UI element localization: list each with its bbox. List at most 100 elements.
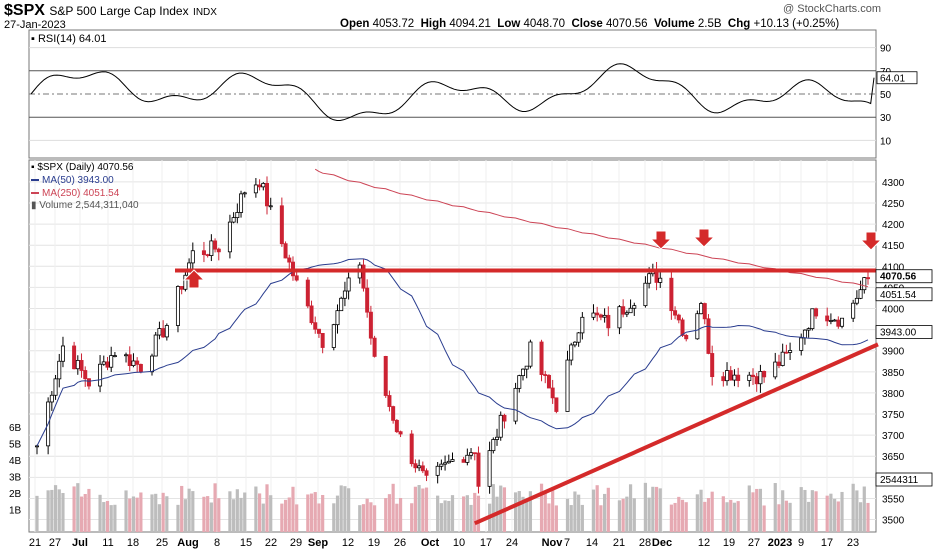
x-label-3: 11 [102,537,113,549]
candle-body [673,310,678,316]
volume-tick-6B: 6B [9,423,22,434]
volume-bar [699,489,703,532]
symbol-title: $SPX S&P 500 Large Cap Index INDX [4,2,217,20]
volume-bar [706,498,711,532]
candle-body [524,365,529,370]
candle-body [758,371,763,385]
price-tick-3750: 3750 [882,410,905,421]
candle-body [101,361,106,365]
rsi-tick-90: 90 [880,44,892,55]
candle-body [554,397,559,412]
high-label: High [420,18,447,30]
candle-body [49,394,54,403]
volume-bar [469,504,473,532]
candle-body [773,361,778,378]
volume-bar [443,500,447,532]
candle-body [372,337,377,357]
volume-bar [521,496,525,532]
volume-bar [417,485,421,532]
candle-body [342,290,347,299]
candle-body [802,329,807,339]
x-label-6: Aug [177,537,198,549]
rsi-badge: 64.01 [880,74,905,85]
candle-body [598,314,603,318]
volume-bar [391,483,395,532]
volume-bar [421,488,425,532]
volume-bar [395,503,399,532]
candle-body [424,470,429,476]
volume-bar [773,483,777,532]
candle-body [124,354,129,357]
volume-bar [762,505,766,532]
chg-value: +10.13 (+0.25%) [753,18,840,30]
volume-bar [866,502,870,532]
candle-body [576,332,581,343]
x-label-4: 18 [127,537,139,549]
arrow-up-aug [182,269,206,289]
candle-body [865,277,871,280]
candle-body [695,313,700,340]
x-label-2: Jul [72,537,88,549]
volume-bar [139,492,143,532]
legend-ma250-text: MA(250) 4051.54 [42,188,120,199]
candle-body [346,277,351,292]
volume-bar [79,496,84,532]
candle-body [242,192,247,195]
candle-body [190,250,195,264]
candle-body [858,289,863,299]
candle-body [231,217,236,223]
x-label-1: 27 [49,537,61,549]
candle-body [439,463,444,467]
candle-body [706,318,711,354]
legend-ma50: MA(50) 3943.00 [31,175,114,186]
candle-body [265,183,270,207]
volume-bar [321,495,325,532]
volume-bar [128,498,132,532]
volume-bar [209,502,213,532]
legend-price-text: $SPX (Daily) 4070.56 [37,162,134,173]
price-tick-4100: 4100 [882,262,905,273]
volume-bar [840,491,844,532]
close-value: 4070.56 [606,18,648,30]
ma250-badge-box [875,287,933,302]
candle-body [320,333,325,348]
volume-bar [784,500,788,532]
volume-bar [747,485,751,532]
candle-body [86,378,91,387]
volume-bar [577,494,581,532]
volume-bar [124,490,128,532]
candle-body [546,374,551,389]
volume-bar [855,490,859,532]
volume-bar [565,498,570,532]
volume-bar [595,485,599,532]
x-label-11: Sep [308,537,328,549]
volume-bar [183,499,187,532]
volume-bar [862,486,866,532]
candle-body [617,306,622,329]
rsi-tick-10: 10 [880,136,892,147]
legend-volume: ▮ Volume 2,544,311,040 [31,200,139,211]
volume-bar [439,503,443,532]
candle-body [502,414,507,422]
candle-body [806,328,811,331]
candle-body [57,360,62,380]
volume-bar [751,492,755,532]
candle-body [825,315,830,322]
candle-body [572,341,577,346]
ma50-line [36,258,869,447]
candle-body [413,463,418,469]
candle-body [517,375,522,389]
volume-bar [703,501,707,532]
volume-bar [165,496,169,532]
volume-bar [654,486,659,532]
candle-body [417,465,422,469]
candle-body [305,279,310,307]
rsi-tick-30: 30 [880,113,892,124]
candle-body [491,439,496,452]
candle-body [520,368,525,377]
candle-body [658,277,663,283]
x-label-19: Nov [542,537,564,549]
chart-header: $SPX S&P 500 Large Cap Index INDX 27-Jan… [0,0,939,32]
candle-body [387,395,392,407]
volume-bar [554,505,558,532]
